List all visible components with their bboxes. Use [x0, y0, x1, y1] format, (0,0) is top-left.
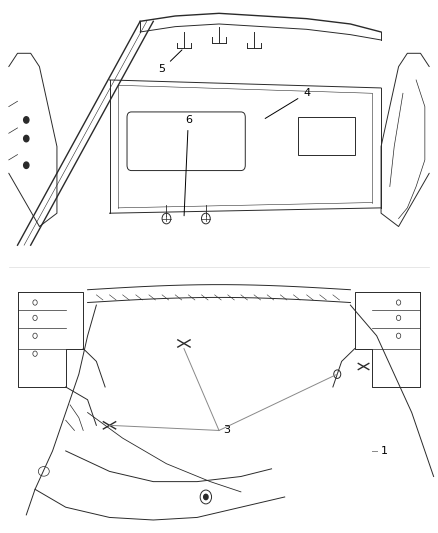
Text: 3: 3: [223, 425, 230, 435]
Text: 1: 1: [381, 446, 388, 456]
Circle shape: [24, 135, 29, 142]
Text: 6: 6: [184, 115, 192, 216]
Circle shape: [24, 117, 29, 123]
Circle shape: [24, 162, 29, 168]
Text: 4: 4: [265, 88, 310, 118]
Circle shape: [204, 494, 208, 499]
Text: 5: 5: [159, 50, 182, 74]
Bar: [298, 117, 355, 155]
